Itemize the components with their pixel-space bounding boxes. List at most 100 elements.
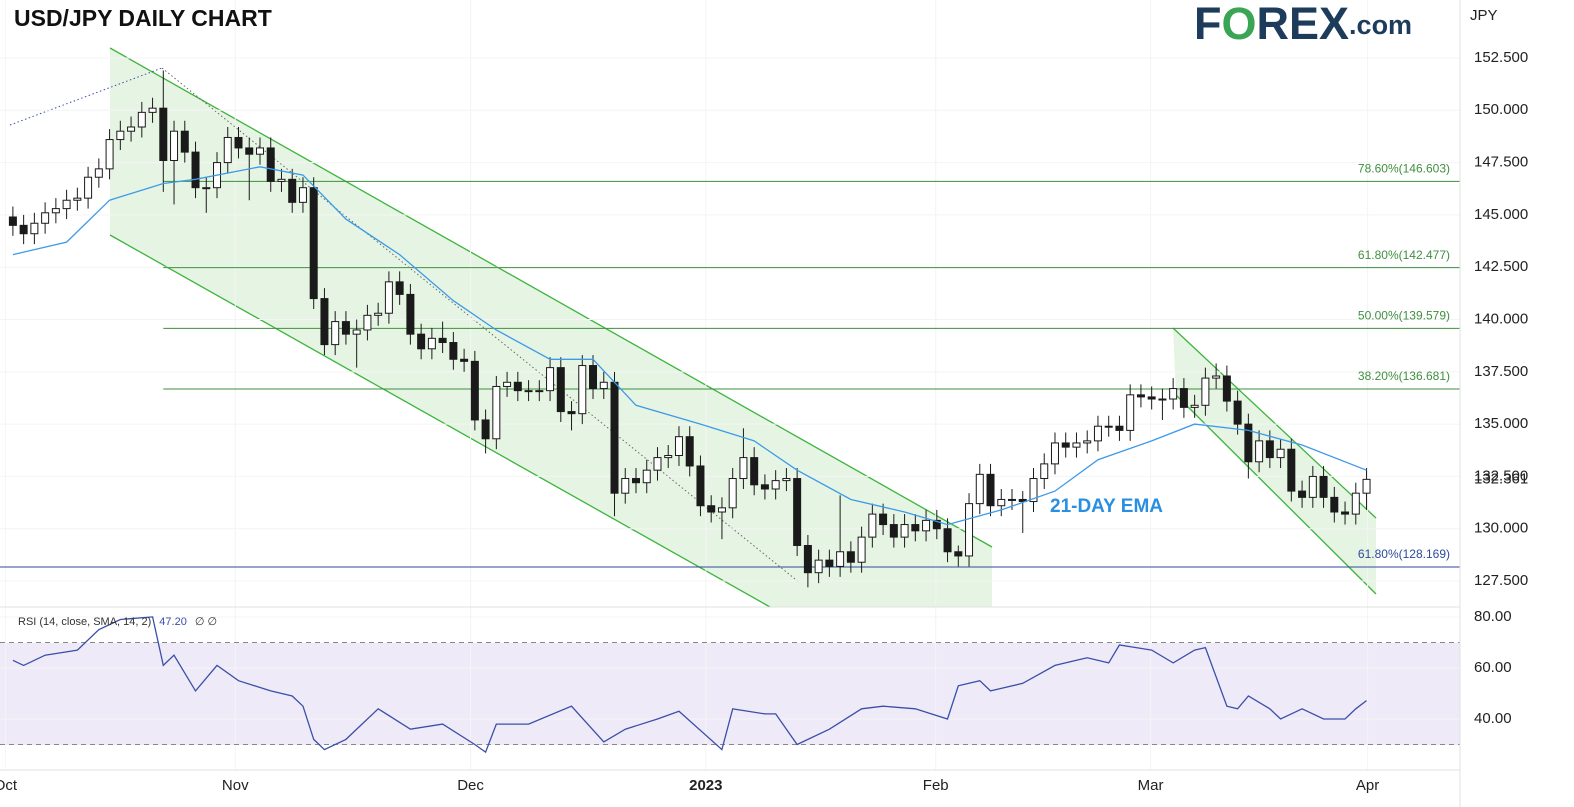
candle-body <box>1319 475 1328 498</box>
candle-body <box>127 126 136 132</box>
candle-body <box>406 293 415 335</box>
candle-body <box>814 559 823 574</box>
candle-body <box>1276 448 1285 459</box>
candle-body <box>384 281 393 314</box>
candle-body <box>1212 375 1221 379</box>
candle-body <box>470 360 479 421</box>
x-tick-label: Feb <box>923 777 949 794</box>
candle-body <box>159 107 168 161</box>
channel-line <box>1172 327 1377 519</box>
unit-label: JPY <box>1470 7 1498 24</box>
candle-body <box>73 197 82 201</box>
candle-body <box>728 478 737 509</box>
candle-body <box>965 503 974 557</box>
candle-body <box>137 111 146 128</box>
y-tick-label: 132.500 <box>1474 467 1528 484</box>
candle-body <box>438 337 447 344</box>
candle-body <box>932 519 941 530</box>
rsi-tick-label: 60.00 <box>1474 659 1512 676</box>
candle-body <box>1093 425 1102 442</box>
plot <box>0 70 1460 754</box>
candle-body <box>1050 442 1059 465</box>
fib-label: 61.80%(128.169) <box>1358 547 1450 561</box>
rsi-tick-label: 40.00 <box>1474 710 1512 727</box>
candle-body <box>1104 425 1113 428</box>
candle-body <box>900 524 909 538</box>
candle-body <box>642 469 651 484</box>
candle-body <box>589 365 598 390</box>
fib-label: 78.60%(146.603) <box>1358 162 1450 176</box>
candle-body <box>610 381 619 494</box>
candle-body <box>148 107 157 113</box>
rsi-tick-label: 80.00 <box>1474 608 1512 625</box>
candle-body <box>374 312 383 316</box>
brand-part: REX <box>1257 0 1350 49</box>
candle-body <box>524 390 533 393</box>
candle-body <box>191 151 200 189</box>
last-price-label: 132.361 <box>1474 470 1528 487</box>
candle-body <box>460 358 469 362</box>
ema-annotation: 21-DAY EMA <box>1050 496 1163 517</box>
candle-body <box>51 208 60 214</box>
candle-body <box>1179 388 1188 408</box>
candle-body <box>943 528 952 553</box>
candle-body <box>717 507 726 513</box>
candle-body <box>1169 388 1178 400</box>
rsi-value: 47.20 <box>159 616 187 628</box>
candle-body <box>1287 448 1296 492</box>
channel-line <box>109 47 993 548</box>
brand-part: .com <box>1349 10 1412 40</box>
candle-body <box>352 329 361 335</box>
candle-body <box>492 385 501 440</box>
candle-body <box>234 136 243 149</box>
candle-body <box>395 281 404 295</box>
y-tick-label: 147.500 <box>1474 154 1528 171</box>
candle-body <box>857 536 866 563</box>
candle-body <box>1201 377 1210 406</box>
candle-body <box>1330 496 1339 513</box>
candle-body <box>1147 396 1156 400</box>
candle-body <box>1115 425 1124 431</box>
fib-label: 61.80%(142.477) <box>1358 248 1450 262</box>
brand-part: F <box>1194 0 1222 49</box>
candle-body <box>793 478 802 546</box>
candle-body <box>331 321 340 346</box>
trend-line <box>9 67 163 126</box>
candle-body <box>320 298 329 346</box>
candle-body <box>846 551 855 563</box>
candle-body <box>277 178 286 182</box>
rsi-line <box>12 616 1367 754</box>
candle-body <box>41 212 50 224</box>
candle-body <box>94 168 103 178</box>
channel-fill <box>110 48 992 607</box>
candle-body <box>578 365 587 415</box>
chart-title: USD/JPY DAILY CHART <box>14 5 272 31</box>
candle-body <box>341 321 350 335</box>
candle-body <box>868 513 877 538</box>
candle-body <box>1008 498 1017 501</box>
y-tick-label: 152.500 <box>1474 49 1528 66</box>
fib-label: 50.00%(139.579) <box>1358 308 1450 322</box>
candle-body <box>298 187 307 203</box>
candle-body <box>30 222 39 235</box>
candle-body <box>202 187 211 190</box>
candle-body <box>417 333 426 350</box>
y-tick-label: 135.000 <box>1474 415 1528 432</box>
candle-body <box>84 176 93 199</box>
candle-body <box>750 457 759 486</box>
candle-body <box>674 436 683 457</box>
y-tick-label: 130.000 <box>1474 520 1528 537</box>
x-tick-label: 2023 <box>689 777 722 794</box>
candle-body <box>546 367 555 392</box>
candle-body <box>8 216 17 226</box>
brand-logo: FOREX.com <box>1194 0 1412 49</box>
candle-body <box>105 139 114 170</box>
channel-line <box>1175 394 1377 595</box>
candle-body <box>1298 490 1307 498</box>
x-tick-label: Apr <box>1356 777 1379 794</box>
candle-body <box>266 147 275 182</box>
candle-body <box>836 551 845 567</box>
candle-body <box>1029 478 1038 503</box>
candle-body <box>621 478 630 494</box>
candle-body <box>760 484 769 490</box>
